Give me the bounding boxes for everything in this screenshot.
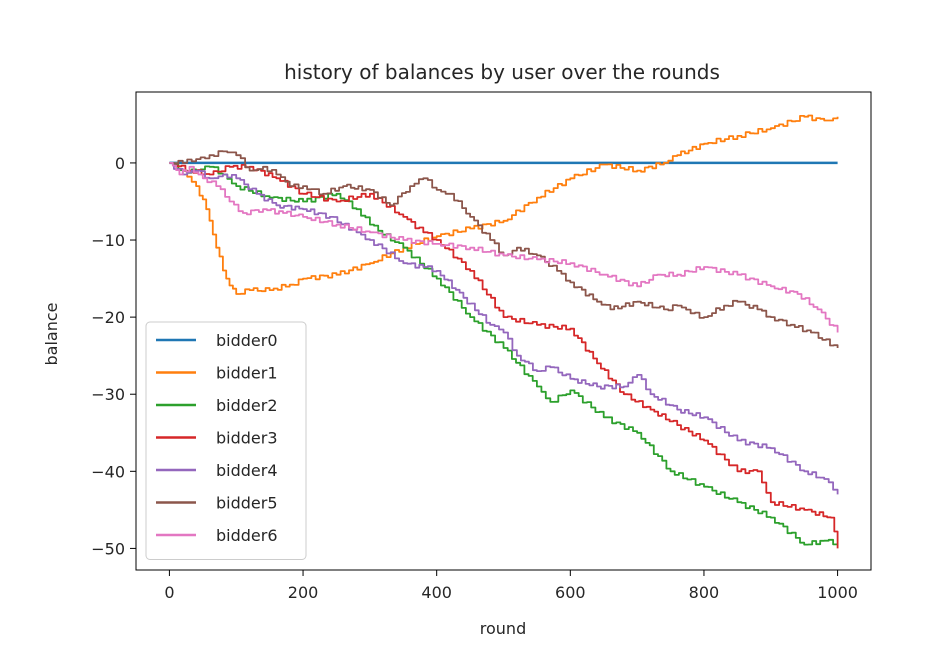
legend-label-bidder2: bidder2 <box>216 396 278 415</box>
legend-label-bidder5: bidder5 <box>216 494 278 513</box>
series-line-bidder1 <box>169 114 839 295</box>
x-axis-label: round <box>480 619 526 638</box>
legend-label-bidder0: bidder0 <box>216 331 278 350</box>
legend-label-bidder6: bidder6 <box>216 526 278 545</box>
y-tick-label: −50 <box>91 539 125 558</box>
x-tick-label: 1000 <box>817 583 858 602</box>
y-tick-label: −30 <box>91 385 125 404</box>
y-axis-ticks: 0 −10 −20 −30 −40 −50 <box>91 154 136 558</box>
series-line-bidder2 <box>169 162 839 546</box>
legend: bidder0 bidder1 bidder2 bidder3 bidder4 bidde… <box>145 321 307 560</box>
legend-label-bidder3: bidder3 <box>216 429 278 448</box>
x-tick-label: 400 <box>421 583 452 602</box>
y-tick-label: −10 <box>91 231 125 250</box>
x-tick-label: 200 <box>288 583 319 602</box>
series-line-bidder6 <box>169 162 839 333</box>
series-line-bidder3 <box>169 162 839 549</box>
x-tick-label: 600 <box>555 583 586 602</box>
legend-label-bidder1: bidder1 <box>216 364 278 383</box>
y-tick-label: −20 <box>91 308 125 327</box>
chart-title: history of balances by user over the rou… <box>284 60 720 84</box>
y-tick-label: −40 <box>91 462 125 481</box>
series-line-bidder5 <box>169 150 839 348</box>
y-axis-label: balance <box>42 303 61 366</box>
series-layer <box>169 114 839 549</box>
y-tick-label: 0 <box>115 154 125 173</box>
x-tick-label: 800 <box>689 583 720 602</box>
plot-frame <box>135 91 872 571</box>
legend-label-bidder4: bidder4 <box>216 461 278 480</box>
series-line-bidder4 <box>169 162 839 495</box>
x-tick-label: 0 <box>164 583 174 602</box>
x-axis-ticks: 0 200 400 600 800 1000 <box>164 570 858 602</box>
legend-box <box>145 321 307 560</box>
